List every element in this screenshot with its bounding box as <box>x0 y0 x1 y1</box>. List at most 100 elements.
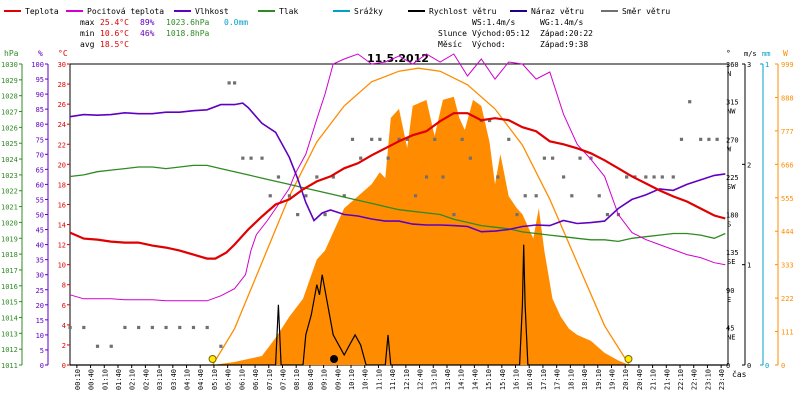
legend-label: Vlhkost <box>195 7 229 16</box>
pressure-tick-label: 1020 <box>1 219 18 227</box>
wind-direction-point <box>241 156 245 160</box>
solar-tick-label: 222 <box>781 295 794 303</box>
time-tick-label: 03:10 <box>156 369 164 390</box>
feels-like-line <box>69 53 726 302</box>
time-tick-label: 02:10 <box>129 369 137 390</box>
min-temp: 10.6°C <box>100 29 129 38</box>
wind-direction-point <box>287 194 292 198</box>
direction-tick-label: 45 <box>726 324 734 332</box>
max-temp: 25.4°C <box>100 18 129 27</box>
theoretical-radiation-line <box>212 67 630 366</box>
temperature-tick-label: 20 <box>58 161 66 169</box>
time-tick-label: 18:10 <box>567 369 575 390</box>
wind-direction-point <box>424 175 429 179</box>
solar-unit: W <box>783 49 788 58</box>
wind-direction-point <box>507 137 511 141</box>
direction-compass-label: NW <box>727 108 736 116</box>
pressure-tick-label: 1018 <box>1 251 18 259</box>
direction-tick-label: 360 <box>726 61 739 69</box>
humidity-unit: % <box>38 49 43 58</box>
max-pressure: 1023.6hPa <box>166 18 210 27</box>
pressure-tick-label: 1017 <box>1 267 18 275</box>
wind-direction-point <box>413 194 418 198</box>
wind-direction-point <box>652 175 656 179</box>
moonset-info: Západ:9:38 <box>540 40 588 49</box>
chart-title: 11.5.2012 <box>367 52 429 65</box>
direction-tick-label: 90 <box>726 287 734 295</box>
time-tick-label: 10:10 <box>348 369 356 390</box>
direction-tick-label: 180 <box>726 212 739 220</box>
solar-tick-label: 666 <box>781 161 794 169</box>
wind-direction-point <box>331 175 335 179</box>
temperature-tick-label: 22 <box>58 141 66 149</box>
wind-direction-point <box>551 156 555 160</box>
time-tick-label: 20:40 <box>636 369 644 390</box>
wind-tick-label: 2 <box>747 161 751 169</box>
wind-direction-point <box>276 175 281 179</box>
temperature-line <box>69 112 726 260</box>
wind-direction-point <box>671 175 675 179</box>
time-tick-label: 08:40 <box>307 369 315 390</box>
solar-tick-label: 777 <box>781 128 794 136</box>
pressure-line <box>69 164 726 243</box>
temperature-tick-label: 18 <box>58 181 66 189</box>
pressure-tick-label: 1030 <box>1 61 18 69</box>
direction-tick-label: 270 <box>726 136 739 144</box>
time-tick-label: 23:10 <box>704 369 712 390</box>
temperature-tick-label: 6 <box>62 302 66 310</box>
rain-unit: mm <box>762 50 770 58</box>
legend-item: Vlhkost <box>174 7 229 16</box>
wind-direction-point <box>386 156 390 160</box>
wind-direction-point <box>249 156 253 160</box>
pressure-tick-label: 1027 <box>1 109 18 117</box>
pressure-tick-label: 1029 <box>1 77 18 85</box>
wind-speed-info: WS:1.4m/s <box>472 18 516 27</box>
solar-tick-label: 111 <box>781 329 794 337</box>
direction-tick-label: 0 <box>726 362 730 370</box>
wind-direction-point <box>699 137 703 141</box>
humidity-tick-label: 25 <box>36 287 44 295</box>
humidity-tick-label: 0 <box>40 362 44 370</box>
wind-direction-point <box>233 81 237 85</box>
wind-direction-point <box>260 156 264 160</box>
wind-direction-point <box>68 325 72 330</box>
wind-direction-point <box>679 137 684 141</box>
legend-item: Náraz větru <box>510 7 584 16</box>
min-pressure: 1018.8hPa <box>166 29 210 38</box>
time-tick-label: 01:40 <box>115 369 123 390</box>
legend-label: Směr větru <box>622 7 670 16</box>
wind-direction-point <box>164 325 168 330</box>
time-tick-label: 06:40 <box>252 369 260 390</box>
wind-direction-point <box>441 175 445 179</box>
time-tick-label: 12:10 <box>403 369 411 390</box>
pressure-tick-label: 1028 <box>1 93 18 101</box>
time-tick-label: 11:40 <box>389 369 397 390</box>
time-tick-label: 00:40 <box>88 369 96 390</box>
time-tick-label: 15:10 <box>485 369 493 390</box>
humidity-tick-label: 35 <box>36 257 44 265</box>
time-tick-label: 11:10 <box>375 369 383 390</box>
time-tick-label: 19:10 <box>595 369 603 390</box>
wind-direction-point <box>715 137 719 141</box>
sunset-info: Západ:20:22 <box>540 29 593 38</box>
time-tick-label: 16:10 <box>513 369 521 390</box>
humidity-tick-label: 10 <box>36 332 44 340</box>
moonset-marker <box>330 355 339 363</box>
time-tick-label: 22:10 <box>677 369 685 390</box>
humidity-tick-label: 95 <box>36 76 44 84</box>
wind-direction-point <box>542 156 547 160</box>
wind-direction-point <box>468 156 472 160</box>
max-humidity: 89% <box>140 18 155 27</box>
wind-direction-point <box>605 213 610 217</box>
wind-direction-point <box>487 118 492 123</box>
wind-direction-point <box>452 213 456 217</box>
humidity-tick-label: 85 <box>36 106 44 114</box>
wind-direction-point <box>178 325 182 330</box>
wind-direction-point <box>82 325 86 330</box>
wind-direction-point <box>205 325 209 330</box>
wind-direction-point <box>296 213 300 217</box>
time-tick-label: 01:10 <box>101 369 109 390</box>
time-tick-label: 02:40 <box>142 369 150 390</box>
rain-tick-label: 0 <box>765 362 769 370</box>
time-tick-label: 14:40 <box>471 369 479 390</box>
